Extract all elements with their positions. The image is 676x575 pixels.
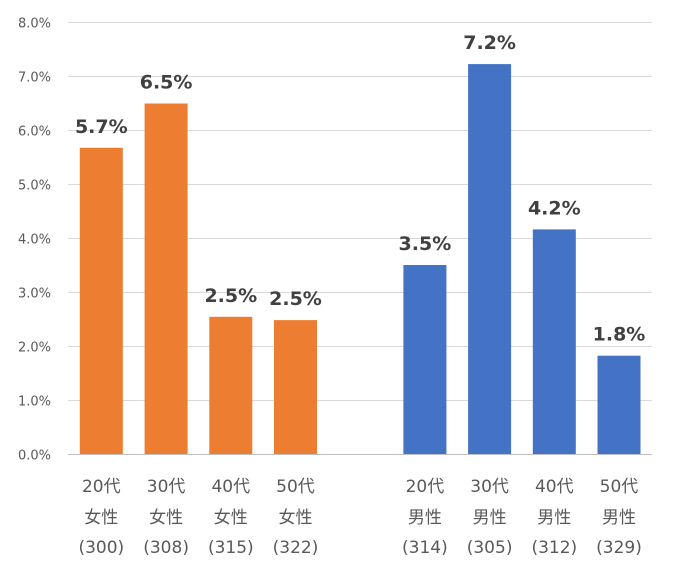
data-label: 2.5% <box>269 288 322 310</box>
x-tick-label: 男性 <box>408 508 442 528</box>
data-label: 5.7% <box>75 116 128 138</box>
x-tick-label: 女性 <box>84 508 118 528</box>
data-label: 2.5% <box>204 285 257 307</box>
y-tick-label: 2.0% <box>18 341 51 356</box>
x-tick-label: 30代 <box>470 477 509 497</box>
x-tick-label: 20代 <box>406 477 445 497</box>
x-tick-label: 20代 <box>82 477 121 497</box>
bar <box>403 265 447 454</box>
x-tick-label: (329) <box>596 538 642 558</box>
x-tick-label: 女性 <box>214 508 248 528</box>
data-label: 7.2% <box>463 32 516 54</box>
y-tick-label: 1.0% <box>18 395 51 410</box>
x-tick-label: 40代 <box>535 477 574 497</box>
x-tick-label: 男性 <box>537 508 571 528</box>
y-tick-label: 8.0% <box>18 17 51 32</box>
x-tick-label: 男性 <box>473 508 507 528</box>
x-tick-label: (315) <box>208 538 254 558</box>
bar <box>532 229 576 454</box>
data-label: 1.8% <box>593 324 646 346</box>
y-tick-label: 4.0% <box>18 233 51 248</box>
bar <box>144 103 188 454</box>
data-labels: 5.7% 6.5% 2.5% 2.5% 3.5% 7.2% 4.2% 1.8% <box>75 32 645 346</box>
y-tick-label: 3.0% <box>18 287 51 302</box>
x-tick-label: 男性 <box>602 508 636 528</box>
x-tick-label: 女性 <box>279 508 313 528</box>
x-tick-label: (308) <box>143 538 189 558</box>
x-tick-label: 女性 <box>149 508 183 528</box>
x-tick-label: 40代 <box>211 477 250 497</box>
bar <box>79 147 123 455</box>
bar <box>274 320 317 454</box>
bars <box>79 64 641 455</box>
x-tick-label: (305) <box>467 538 513 558</box>
y-tick-label: 7.0% <box>18 71 51 86</box>
y-tick-label: 6.0% <box>18 125 51 140</box>
data-label: 4.2% <box>528 197 581 219</box>
x-tick-label: 50代 <box>600 477 639 497</box>
x-tick-label: 50代 <box>276 477 315 497</box>
x-tick-label: (300) <box>78 538 124 558</box>
bar <box>597 355 641 454</box>
y-tick-label: 5.0% <box>18 179 51 194</box>
x-tick-label: 30代 <box>147 477 186 497</box>
bar <box>468 64 512 454</box>
data-label: 3.5% <box>399 233 452 255</box>
y-tick-label: 0.0% <box>18 449 51 464</box>
y-axis-tick-labels: 0.0% 1.0% 2.0% 3.0% 4.0% 5.0% 6.0% 7.0% 8.0% <box>18 17 51 464</box>
data-label: 6.5% <box>140 72 193 94</box>
bar <box>209 316 253 454</box>
x-tick-label: (312) <box>531 538 577 558</box>
x-tick-label: (322) <box>273 538 319 558</box>
x-tick-label: (314) <box>402 538 448 558</box>
